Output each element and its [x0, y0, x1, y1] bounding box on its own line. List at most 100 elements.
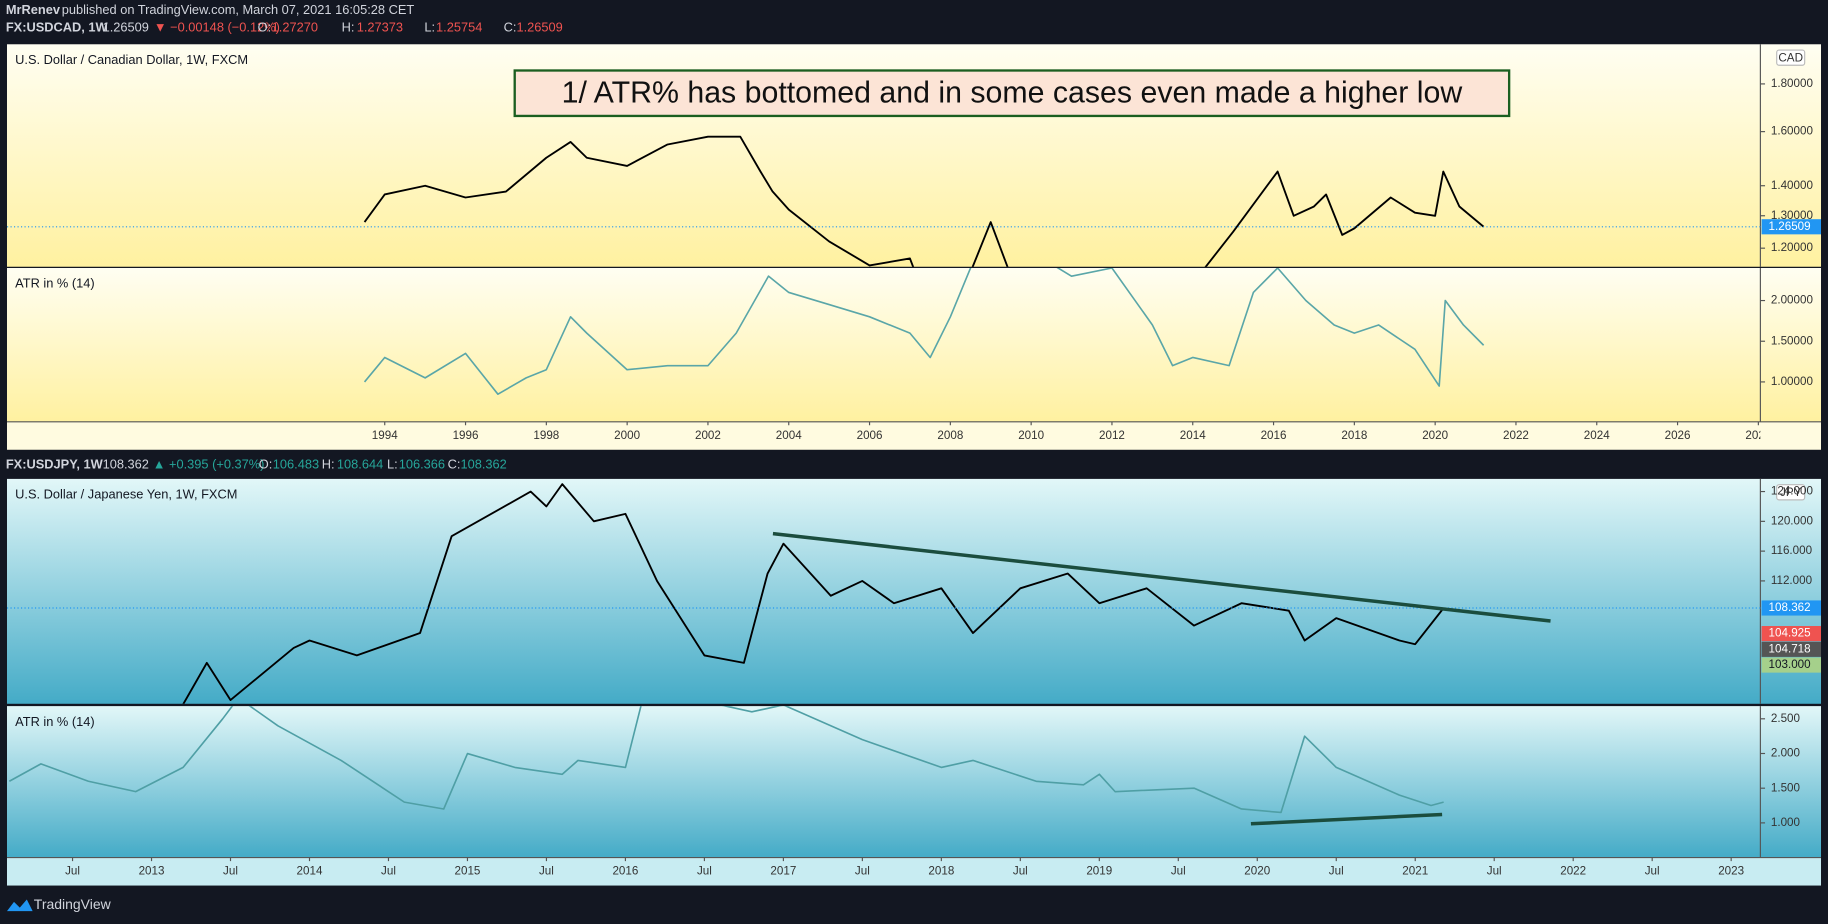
- price-badge-label: 104.925: [1769, 627, 1811, 640]
- panel-title: ATR in % (14): [15, 714, 95, 729]
- y-tick-label: 1.00000: [1771, 375, 1814, 388]
- series-line: [363, 267, 1485, 396]
- y-tick-label: 1.50000: [1771, 334, 1814, 347]
- x-axis-background: [6, 421, 1822, 450]
- x-axis: 1994 1996 1998 2000 2002 2004 2006 2008 2010 2012…: [372, 421, 1760, 442]
- y-tick-label: 1.000: [1771, 816, 1801, 829]
- x-tick-label: 2020: [1244, 865, 1270, 878]
- symbol: FX:USDCAD, 1W: [6, 19, 109, 34]
- ohlc-value: 1.25754: [436, 19, 482, 34]
- x-tick-label: 2017: [770, 865, 796, 878]
- panel-background: [6, 706, 1822, 858]
- ohlc-key: O:: [259, 456, 273, 471]
- unit-box: [1776, 484, 1806, 501]
- annotation-text: 1/ ATR% has bottomed and in some cases e…: [562, 76, 1463, 109]
- plot: [182, 483, 1445, 704]
- y-tick-label: 1.30000: [1771, 209, 1814, 222]
- x-tick-label: 2014: [1180, 429, 1206, 442]
- y-tick-label: 112.000: [1771, 574, 1813, 587]
- x-tick-label: 2019: [1086, 865, 1112, 878]
- x-tick-label: 2004: [776, 429, 802, 442]
- trend-line: [772, 531, 1551, 623]
- plot: [363, 267, 1485, 396]
- x-tick-label: 2013: [139, 865, 165, 878]
- price-badge: [1761, 657, 1822, 673]
- y-tick-label: 2.00000: [1771, 294, 1814, 307]
- ohlc-key: C:: [448, 456, 461, 471]
- x-tick-label: 2010: [1018, 429, 1044, 442]
- unit-box: [1776, 49, 1806, 66]
- x-tick-label: 2021: [1402, 865, 1428, 878]
- panel-background: [6, 267, 1822, 422]
- panel-title: U.S. Dollar / Canadian Dollar, 1W, FXCM: [15, 52, 248, 67]
- x-tick-label: Jul: [1329, 865, 1344, 878]
- y-tick-label: 1.500: [1771, 781, 1801, 794]
- x-tick-label: Jul: [381, 865, 396, 878]
- x-tick-label: 1996: [453, 429, 479, 442]
- y-tick-label: 1.20000: [1771, 241, 1814, 254]
- ohlc-value: 1.27270: [272, 19, 318, 34]
- x-tick-label: 2014: [297, 865, 323, 878]
- annotation-box: [513, 69, 1511, 118]
- price-badge: [1761, 626, 1822, 642]
- x-tick-label: 2022: [1503, 429, 1529, 442]
- x-tick-label: 2012: [1099, 429, 1125, 442]
- plot: [8, 706, 1444, 814]
- ohlc-key: C:: [504, 19, 517, 34]
- x-tick-label: Jul: [1487, 865, 1502, 878]
- ohlc-key: O:: [258, 19, 272, 34]
- price-badge-label: 1.26509: [1769, 220, 1811, 233]
- x-tick-label: Jul: [1645, 865, 1660, 878]
- plot: [363, 135, 1485, 267]
- unit-label: CAD: [1778, 51, 1803, 64]
- x-tick-label: Jul: [855, 865, 870, 878]
- x-tick-label: 2016: [612, 865, 638, 878]
- brand: TradingView: [34, 896, 112, 912]
- price-badge: [1761, 600, 1822, 616]
- panel-title: U.S. Dollar / Japanese Yen, 1W, FXCM: [15, 487, 237, 502]
- series-line: [8, 706, 1444, 814]
- panel-background: [6, 478, 1822, 704]
- symbol: FX:USDJPY, 1W: [6, 456, 104, 471]
- ohlc-value: 106.483: [273, 456, 319, 471]
- x-tick-label: 2018: [1341, 429, 1367, 442]
- x-tick-label: Jul: [697, 865, 712, 878]
- y-tick-label: 124.000: [1771, 485, 1814, 498]
- series-line: [363, 135, 1485, 267]
- last-price: 108.362: [103, 456, 149, 471]
- price-badge: [1761, 219, 1822, 235]
- y-tick-label: 116.000: [1771, 544, 1813, 557]
- x-tick-label: Jul: [1171, 865, 1186, 878]
- ohlc-key: H:: [342, 19, 355, 34]
- ohlc-value: 108.362: [460, 456, 506, 471]
- x-tick-label: 2026: [1665, 429, 1691, 442]
- ohlc-value: 108.644: [337, 456, 383, 471]
- x-tick-label: 2000: [614, 429, 640, 442]
- trend-line: [1250, 812, 1443, 826]
- x-tick-label: 2022: [1560, 865, 1586, 878]
- ohlc-key: H:: [322, 456, 335, 471]
- last-price: 1.26509: [103, 19, 149, 34]
- unit-label: JPY: [1780, 486, 1802, 499]
- ohlc-key: L:: [387, 456, 398, 471]
- ohlc-value: 1.26509: [516, 19, 562, 34]
- x-tick-label: 2018: [928, 865, 954, 878]
- x-tick-label: 2006: [857, 429, 883, 442]
- x-tick-label: 2008: [937, 429, 963, 442]
- ohlc-value: 106.366: [399, 456, 445, 471]
- series-line: [182, 483, 1445, 704]
- x-tick-label: 2002: [695, 429, 721, 442]
- x-axis-background: [6, 857, 1822, 886]
- x-tick-label: Jul: [1013, 865, 1028, 878]
- price-badge-label: 103.000: [1769, 658, 1812, 671]
- panel-title: ATR in % (14): [15, 276, 95, 291]
- x-axis: Jul 2013 Jul 2014 Jul 2015 Jul 2016 Jul 2017 Jul 20…: [65, 857, 1744, 878]
- y-tick-label: 1.60000: [1771, 125, 1814, 138]
- y-tick-label: 1.40000: [1771, 179, 1814, 192]
- x-tick-label: 1994: [372, 429, 398, 442]
- price-badge-label: 104.718: [1769, 642, 1811, 655]
- published: published on TradingView.com, March 07, …: [62, 2, 415, 17]
- x-tick-label: 2020: [1422, 429, 1448, 442]
- x-tick-label: 2016: [1261, 429, 1287, 442]
